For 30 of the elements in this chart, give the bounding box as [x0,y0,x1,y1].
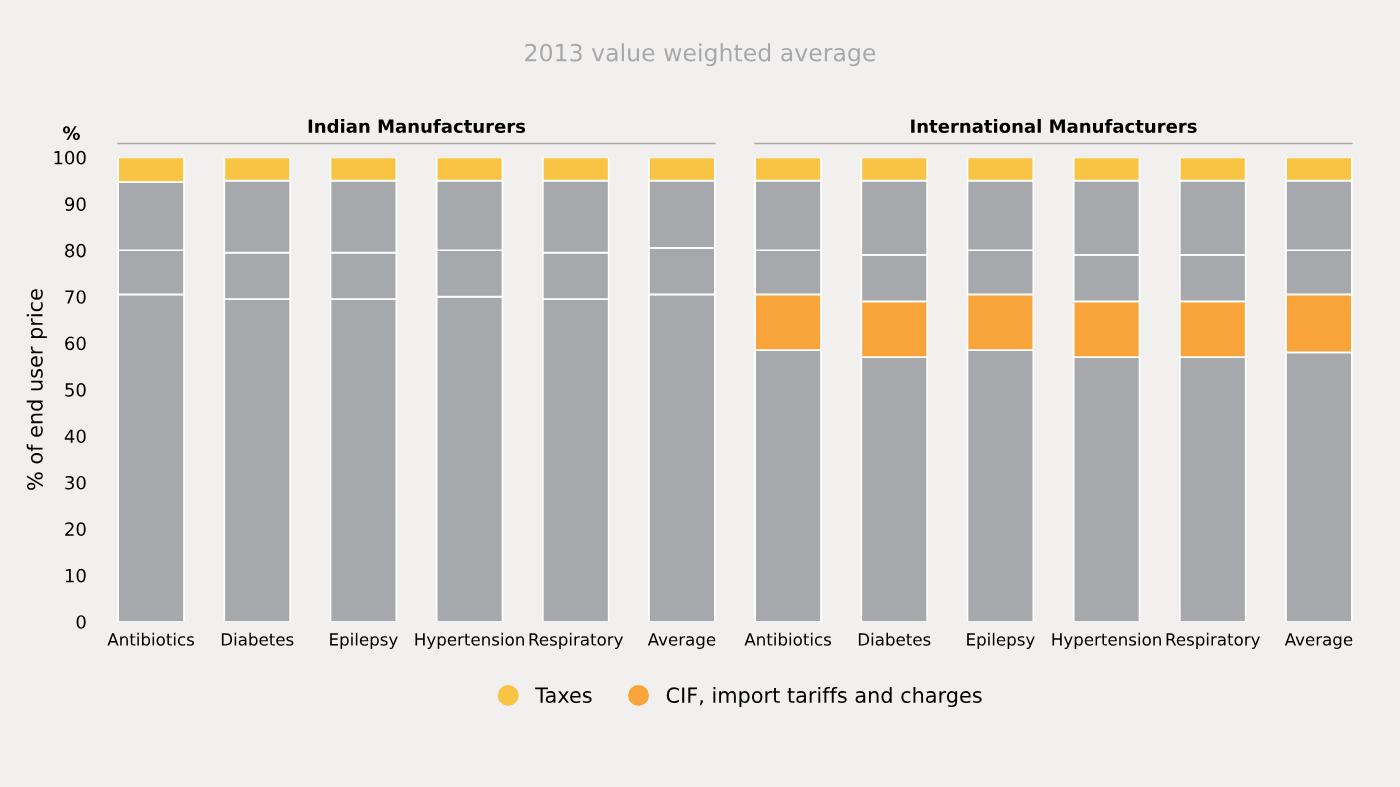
x-tick-label: Diabetes [858,632,931,646]
y-tick-label: 50 [65,383,86,397]
y-tick-label: 0 [76,615,86,629]
x-tick-label: Epilepsy [330,632,398,649]
y-tick-label: 80 [65,243,86,258]
x-tick-label: Average [647,633,716,649]
y-tick-label: 100 [54,150,86,165]
y-tick-label: 60 [65,336,86,351]
text: International Manufacturers [911,119,1197,134]
x-tick-label: Diabetes [221,632,294,646]
y-tick-label: 30 [65,475,86,490]
legend-label: CIF, import tariffs and charges [666,686,982,708]
x-tick-label: Antibiotics [107,632,195,646]
y-axis-title: % of end user price [26,289,47,490]
x-tick-label: Epilepsy [967,632,1035,649]
y-tick-label: 70 [65,290,86,304]
y-tick-label: 40 [64,429,86,444]
y-tick-label: 10 [65,568,86,583]
x-tick-label: Respiratory [529,632,623,649]
x-tick-label: Hypertension [1052,632,1161,649]
x-tick-label: Antibiotics [744,632,832,646]
y-tick-label: 20 [65,522,86,536]
x-tick-label: Hypertension [415,632,524,649]
chart-title: 2013 value weighted average [525,43,876,67]
x-tick-label: Average [1284,633,1353,649]
legend-label: Taxes [535,687,592,704]
text: % [62,126,80,140]
x-tick-label: Respiratory [1166,632,1260,649]
y-tick-label: 90 [65,197,86,211]
text: Indian Manufacturers [308,119,526,134]
